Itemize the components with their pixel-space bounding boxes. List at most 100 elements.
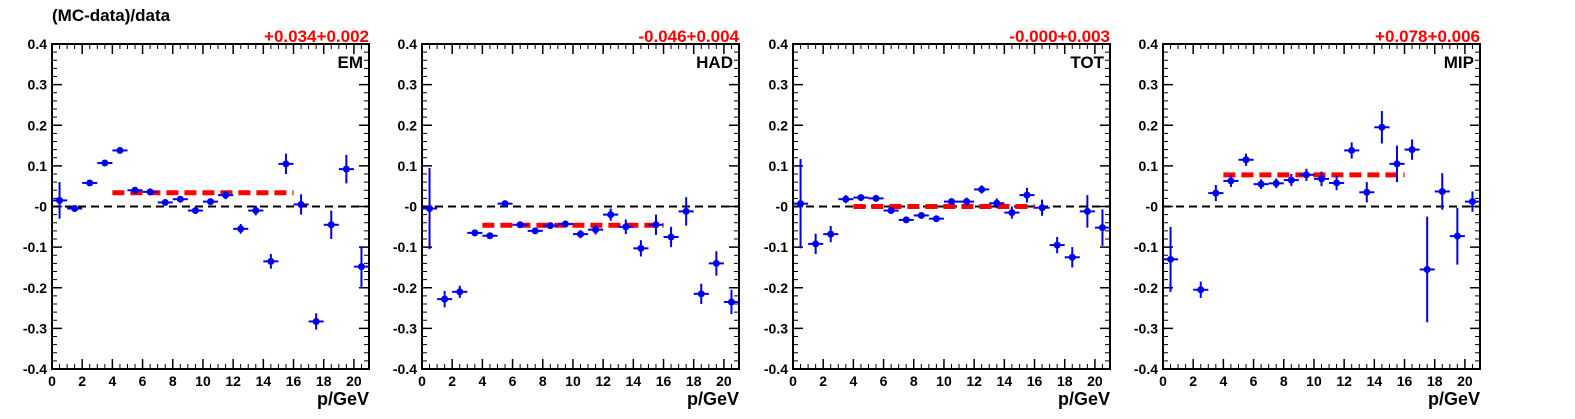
data-point	[887, 207, 895, 215]
x-tick-label: 20	[1457, 373, 1473, 389]
x-tick-label: 12	[595, 373, 611, 389]
x-tick-label: 20	[346, 373, 362, 389]
panel-label: MIP	[1444, 53, 1474, 72]
data-point	[71, 205, 79, 213]
data-point	[327, 221, 335, 229]
data-point	[577, 230, 584, 238]
panel-tot: -0.4 -0.3 -0.2 -0.1 -0 0.1 0.2 0.3 0.4 0 2 4 6 8 10 12 1…	[764, 27, 1111, 409]
data-point	[1212, 189, 1220, 197]
data-point	[342, 165, 350, 173]
data-point	[146, 188, 154, 196]
data-point	[682, 207, 690, 215]
data-point	[531, 227, 539, 235]
y-tick-label: -0.3	[393, 320, 417, 336]
data-point	[297, 200, 305, 208]
data-point	[516, 221, 524, 229]
x-tick-label: 8	[169, 373, 177, 389]
x-tick-label: 8	[910, 373, 918, 389]
y-tick-label: 0.1	[398, 158, 418, 174]
data-point	[1348, 146, 1356, 154]
x-tick-label: 10	[1306, 373, 1322, 389]
data-point	[357, 263, 365, 271]
panel-label: TOT	[1070, 53, 1104, 72]
data-point	[917, 211, 925, 219]
data-point	[426, 205, 434, 213]
data-point	[237, 225, 245, 233]
y-tick-label: 0.1	[769, 158, 789, 174]
data-point	[1287, 176, 1295, 184]
y-tick-label: 0.1	[28, 158, 48, 174]
data-point	[727, 298, 735, 306]
panel-had: -0.4 -0.3 -0.2 -0.1 -0 0.1 0.2 0.3 0.4 0 2 4 6 8 10 12 1…	[393, 27, 740, 409]
y-tick-label: 0.3	[1139, 77, 1159, 93]
x-tick-label: 6	[139, 373, 147, 389]
data-point	[1197, 286, 1205, 294]
data-point	[116, 146, 124, 154]
y-tick-label: -0.1	[23, 239, 47, 255]
data-point	[872, 194, 880, 202]
y-tick-label: 0.4	[28, 36, 48, 52]
data-point	[1393, 160, 1401, 168]
fit-value-label: -0.046+0.004	[638, 27, 739, 46]
x-axis-label: p/GeV	[687, 389, 739, 409]
data-point	[1378, 123, 1386, 131]
data-point	[1408, 146, 1416, 154]
x-tick-label: 18	[316, 373, 332, 389]
panel-em: -0.4 -0.3 -0.2 -0.1 -0 0.1 0.2 0.3 0.4 0 2 4 6 8 10 12 1…	[23, 27, 370, 409]
x-tick-label: 12	[1336, 373, 1352, 389]
y-tick-label: 0.2	[769, 117, 789, 133]
data-point	[948, 198, 955, 206]
data-point	[667, 233, 675, 241]
data-point	[1468, 198, 1476, 206]
y-tick-label: -0.4	[764, 361, 788, 377]
data-point	[902, 216, 910, 224]
data-point	[1302, 171, 1310, 179]
data-point	[857, 194, 865, 202]
y-tick-label: 0.3	[769, 77, 789, 93]
x-tick-label: 4	[478, 373, 486, 389]
data-point	[191, 207, 199, 215]
x-tick-label: 10	[565, 373, 581, 389]
data-point	[486, 232, 494, 240]
data-point	[267, 257, 275, 265]
x-axis-label: p/GeV	[1058, 389, 1110, 409]
x-tick-label: 0	[418, 373, 426, 389]
y-tick-label: -0.3	[764, 320, 788, 336]
y-axis-label: (MC-data)/data	[52, 6, 171, 25]
x-tick-label: 16	[286, 373, 302, 389]
y-tick-label: 0.4	[1139, 36, 1159, 52]
x-tick-label: 0	[789, 373, 797, 389]
y-tick-label: -0.3	[23, 320, 47, 336]
data-point	[176, 195, 184, 203]
x-tick-label: 14	[626, 373, 642, 389]
data-point	[252, 207, 260, 215]
x-tick-label: 0	[1159, 373, 1167, 389]
data-point	[312, 317, 320, 325]
panel-mip: -0.4 -0.3 -0.2 -0.1 -0 0.1 0.2 0.3 0.4 0 2 4 6 8 10 12 1…	[1134, 27, 1481, 409]
data-point	[1318, 175, 1325, 183]
x-axis-label: p/GeV	[1428, 389, 1480, 409]
y-tick-label: -0.4	[393, 361, 417, 377]
y-tick-label: -0.2	[1134, 280, 1158, 296]
y-tick-label: 0.2	[1139, 117, 1159, 133]
data-point	[131, 186, 139, 194]
data-point	[207, 198, 214, 206]
x-tick-label: 2	[1189, 373, 1197, 389]
y-tick-label: 0.1	[1139, 158, 1159, 174]
data-point	[1008, 209, 1016, 217]
data-point	[842, 195, 850, 203]
x-tick-label: 20	[1087, 373, 1103, 389]
data-point	[932, 215, 940, 223]
y-tick-label: -0.1	[393, 239, 417, 255]
panel-label: HAD	[696, 53, 733, 72]
data-point	[1272, 179, 1280, 187]
y-tick-label: -0.2	[393, 280, 417, 296]
data-point	[712, 259, 720, 267]
data-point	[1453, 232, 1461, 240]
data-point	[1068, 253, 1076, 261]
y-tick-label: -0.3	[1134, 320, 1158, 336]
y-tick-label: -0	[776, 199, 789, 215]
x-tick-label: 18	[1427, 373, 1443, 389]
x-tick-label: 12	[966, 373, 982, 389]
